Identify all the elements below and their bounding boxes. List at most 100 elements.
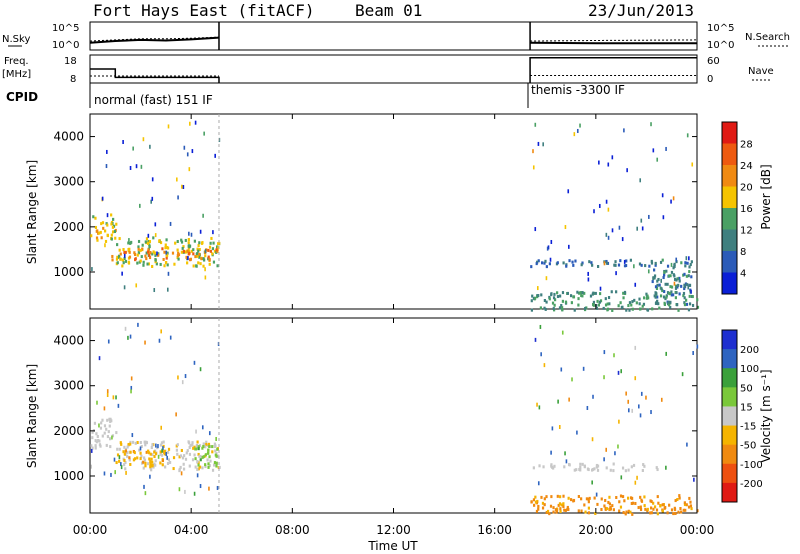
heatmap-cell bbox=[163, 449, 166, 453]
heatmap-cell bbox=[532, 296, 536, 300]
heatmap-cell bbox=[123, 250, 126, 254]
noise-left-tick-high: 10^5 bbox=[52, 23, 79, 34]
heatmap-cell bbox=[146, 262, 149, 266]
range-tick-label: 3000 bbox=[53, 379, 84, 393]
heatmap-cell bbox=[112, 395, 115, 400]
heatmap-cell bbox=[550, 495, 553, 499]
colorbar-frame bbox=[721, 329, 738, 503]
heatmap-cell bbox=[630, 501, 633, 505]
velocity-colorbar-tick: -15 bbox=[740, 422, 756, 433]
heatmap-cell bbox=[691, 162, 694, 167]
heatmap-cell bbox=[534, 337, 537, 342]
heatmap-cell bbox=[661, 289, 664, 293]
heatmap-cell bbox=[123, 253, 126, 258]
heatmap-cell bbox=[584, 510, 587, 514]
heatmap-cell bbox=[567, 496, 570, 500]
heatmap-cell bbox=[683, 283, 686, 287]
heatmap-cell bbox=[570, 498, 573, 502]
heatmap-cell bbox=[696, 344, 699, 349]
heatmap-cell bbox=[541, 501, 545, 505]
heatmap-cell bbox=[683, 296, 686, 300]
heatmap-cell bbox=[200, 257, 203, 261]
heatmap-cell bbox=[176, 248, 179, 252]
colorbar-swatch bbox=[722, 368, 737, 388]
heatmap-cell bbox=[202, 213, 204, 218]
heatmap-cell bbox=[661, 193, 664, 198]
heatmap-cell bbox=[187, 256, 189, 261]
time-tick-label: 00:00 bbox=[73, 523, 108, 537]
heatmap-cell bbox=[201, 241, 204, 245]
power-colorbar-tick: 20 bbox=[740, 183, 753, 194]
heatmap-cell bbox=[571, 260, 574, 264]
heatmap-cell bbox=[151, 443, 154, 447]
heatmap-cell bbox=[553, 298, 557, 302]
heatmap-cell bbox=[638, 297, 641, 301]
heatmap-cell bbox=[166, 254, 169, 258]
heatmap-cell bbox=[543, 497, 546, 501]
heatmap-cell bbox=[176, 239, 179, 243]
heatmap-cell bbox=[177, 195, 179, 200]
heatmap-cell bbox=[543, 503, 546, 507]
heatmap-cell bbox=[617, 263, 621, 267]
heatmap-cell bbox=[180, 250, 183, 254]
heatmap-cell bbox=[535, 509, 539, 513]
heatmap-cell bbox=[639, 495, 642, 499]
heatmap-cell bbox=[660, 278, 662, 283]
heatmap-cell bbox=[608, 302, 611, 306]
heatmap-cell bbox=[182, 249, 186, 253]
heatmap-cell bbox=[638, 404, 640, 409]
heatmap-cell bbox=[91, 436, 94, 440]
heatmap-cell bbox=[558, 306, 562, 310]
heatmap-cell bbox=[202, 264, 205, 268]
heatmap-cell bbox=[553, 464, 556, 468]
heatmap-cell bbox=[603, 261, 606, 266]
heatmap-cell bbox=[534, 500, 538, 504]
heatmap-cell bbox=[186, 249, 189, 253]
heatmap-cell bbox=[614, 263, 617, 267]
power-panel: 1000 2000 3000 4000 Slant Range [km] 28 24 20… bbox=[25, 113, 773, 312]
heatmap-cell bbox=[558, 502, 562, 506]
heatmap-cell bbox=[163, 264, 166, 268]
heatmap-cell bbox=[674, 499, 677, 503]
heatmap-cell bbox=[572, 295, 576, 299]
heatmap-cell bbox=[646, 507, 649, 511]
heatmap-cell bbox=[162, 440, 165, 444]
heatmap-cell bbox=[204, 453, 207, 457]
heatmap-cell bbox=[90, 444, 93, 448]
heatmap-cell bbox=[543, 261, 546, 265]
heatmap-cell bbox=[139, 451, 142, 455]
heatmap-cell bbox=[612, 462, 615, 466]
heatmap-cell bbox=[565, 263, 568, 267]
heatmap-cell bbox=[683, 272, 686, 276]
heatmap-cell bbox=[647, 296, 650, 300]
heatmap-cell bbox=[537, 504, 540, 508]
heatmap-cell bbox=[677, 308, 680, 312]
heatmap-cell bbox=[657, 302, 660, 306]
heatmap-cell bbox=[631, 501, 635, 505]
heatmap-cell bbox=[136, 253, 139, 257]
heatmap-cell bbox=[197, 447, 200, 451]
heatmap-cell bbox=[539, 324, 542, 329]
heatmap-cell bbox=[197, 467, 200, 471]
heatmap-cell bbox=[159, 461, 162, 465]
heatmap-cell bbox=[205, 440, 208, 444]
heatmap-cell bbox=[133, 457, 137, 461]
heatmap-cell bbox=[207, 462, 210, 466]
heatmap-cell bbox=[128, 458, 131, 462]
heatmap-cell bbox=[682, 508, 685, 512]
heatmap-cell bbox=[148, 251, 151, 255]
heatmap-cell bbox=[591, 437, 594, 442]
heatmap-cell bbox=[672, 196, 675, 201]
heatmap-cell bbox=[539, 306, 542, 310]
time-tick-label: 00:00 bbox=[680, 523, 715, 537]
heatmap-cell bbox=[179, 454, 183, 458]
heatmap-cell bbox=[618, 500, 621, 504]
heatmap-cell bbox=[116, 447, 119, 451]
heatmap-cell bbox=[127, 335, 129, 340]
heatmap-cell bbox=[558, 425, 561, 430]
heatmap-cell bbox=[159, 452, 162, 456]
heatmap-cell bbox=[128, 456, 131, 460]
heatmap-cell bbox=[204, 267, 206, 272]
heatmap-cell bbox=[678, 279, 681, 283]
heatmap-cell bbox=[656, 468, 659, 472]
